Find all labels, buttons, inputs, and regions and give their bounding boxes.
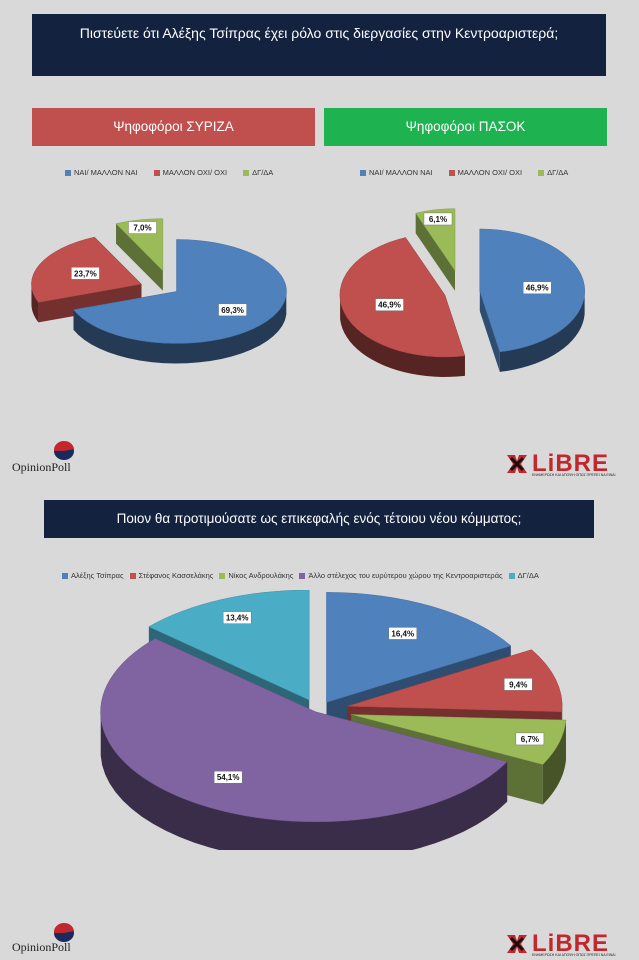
legend-label: Άλλο στέλεχος του ευρύτερου χώρου της Κε… — [308, 571, 503, 580]
legend-item: ΝΑΙ/ ΜΑΛΛΟΝ ΝΑΙ — [360, 168, 433, 177]
question-1-title: Πιστεύετε ότι Αλέξης Τσίπρας έχει ρόλο σ… — [32, 14, 606, 76]
pasok-voters-header: Ψηφοφόροι ΠΑΣΟΚ — [324, 108, 607, 146]
legend-item: Νίκος Ανδρουλάκης — [219, 571, 293, 580]
pie-data-label-4: 54,1% — [213, 770, 243, 784]
pasok-pie-chart: 46,9% 46,9% 6,1% — [339, 208, 585, 377]
legend-item: Άλλο στέλεχος του ευρύτερου χώρου της Κε… — [299, 571, 503, 580]
libre-logo: LiBRE ΕΝΗΜΕΡΩΣΗ ΚΑΙ ΑΠΟΨΗ ΟΠΩΣ ΠΡΕΠΕΙ ΝΑ… — [505, 450, 630, 478]
legend-label: ΔΓ/ΔΑ — [517, 571, 539, 580]
opinionpoll-logo-text: OpinionPoll — [12, 940, 71, 954]
opinionpoll-logo-text: OpinionPoll — [12, 460, 71, 474]
libre-tagline: ΕΝΗΜΕΡΩΣΗ ΚΑΙ ΑΠΟΨΗ ΟΠΩΣ ΠΡΕΠΕΙ ΝΑ ΕΙΝΑΙ — [532, 473, 616, 477]
legend-item: ΔΓ/ΔΑ — [538, 168, 568, 177]
legend-label: Αλέξης Τσίπρας — [71, 571, 124, 580]
libre-logo-text: LiBRE — [532, 450, 609, 477]
legend-item: ΔΓ/ΔΑ — [243, 168, 273, 177]
syriza-voters-header: Ψηφοφόροι ΣΥΡΙΖΑ — [32, 108, 315, 146]
pie-data-label-1: 16,4% — [388, 627, 417, 640]
legend-item: Αλέξης Τσίπρας — [62, 571, 124, 580]
pie-data-label-2: 46,9% — [375, 298, 404, 311]
legend-label: ΝΑΙ/ ΜΑΛΛΟΝ ΝΑΙ — [74, 168, 138, 177]
legend-item: ΜΑΛΛΟΝ ΟΧΙ/ ΟΧΙ — [448, 168, 523, 177]
pie-data-label-2: 23,7% — [71, 267, 100, 280]
legend-label: ΔΓ/ΔΑ — [252, 168, 274, 177]
svg-text:6,7%: 6,7% — [521, 735, 539, 744]
svg-text:9,4%: 9,4% — [509, 680, 527, 689]
legend-item: Στέφανος Κασσελάκης — [129, 571, 214, 580]
svg-text:6,1%: 6,1% — [429, 215, 447, 224]
svg-text:69,3%: 69,3% — [221, 306, 244, 315]
svg-text:7,0%: 7,0% — [133, 224, 151, 233]
svg-text:54,1%: 54,1% — [217, 773, 240, 782]
svg-text:16,4%: 16,4% — [391, 629, 414, 638]
opinionpoll-globe-icon — [53, 922, 74, 942]
pie-data-label-1: 69,3% — [218, 303, 247, 317]
libre-logo-text: LiBRE — [532, 930, 609, 957]
pie-data-label-1: 46,9% — [523, 281, 552, 294]
legend-label: Στέφανος Κασσελάκης — [138, 571, 214, 580]
leader-pie-chart: 16,4% 9,4% 6,7% 54,1% 13,4% — [100, 590, 567, 850]
legend-label: ΝΑΙ/ ΜΑΛΛΟΝ ΝΑΙ — [369, 168, 433, 177]
legend-item: ΜΑΛΛΟΝ ΟΧΙ/ ΟΧΙ — [153, 168, 228, 177]
svg-text:23,7%: 23,7% — [74, 269, 97, 278]
pie-data-label-5: 13,4% — [222, 611, 252, 624]
libre-logo: LiBRE ΕΝΗΜΕΡΩΣΗ ΚΑΙ ΑΠΟΨΗ ΟΠΩΣ ΠΡΕΠΕΙ ΝΑ… — [505, 930, 630, 958]
svg-text:13,4%: 13,4% — [226, 614, 249, 623]
libre-tagline: ΕΝΗΜΕΡΩΣΗ ΚΑΙ ΑΠΟΨΗ ΟΠΩΣ ΠΡΕΠΕΙ ΝΑ ΕΙΝΑΙ — [532, 953, 616, 957]
leader-legend: Αλέξης Τσίπρας Στέφανος Κασσελάκης Νίκος… — [62, 571, 539, 580]
question-2-title: Ποιον θα προτιμούσατε ως επικεφαλής ενός… — [44, 500, 594, 538]
syriza-pie-chart: 69,3% 23,7% 7,0% — [31, 218, 287, 364]
legend-item: ΔΓ/ΔΑ — [508, 571, 539, 580]
svg-text:46,9%: 46,9% — [378, 301, 401, 310]
pie-data-label-3: 7,0% — [128, 221, 157, 234]
pie-data-label-3: 6,7% — [515, 732, 545, 746]
pie-slice-1 — [73, 239, 287, 364]
legend-label: ΜΑΛΛΟΝ ΟΧΙ/ ΟΧΙ — [457, 168, 523, 177]
pie-data-label-3: 6,1% — [423, 212, 453, 226]
libre-logo-icon — [507, 935, 527, 953]
legend-item: ΝΑΙ/ ΜΑΛΛΟΝ ΝΑΙ — [65, 168, 138, 177]
pie-slice-4 — [100, 638, 508, 850]
pie-data-label-2: 9,4% — [504, 678, 533, 691]
pie-slice-1 — [479, 228, 585, 372]
libre-logo-icon — [507, 455, 527, 473]
legend-label: ΔΓ/ΔΑ — [547, 168, 569, 177]
pie-slice-2 — [339, 237, 466, 377]
legend-label: Νίκος Ανδρουλάκης — [228, 571, 294, 580]
svg-text:46,9%: 46,9% — [526, 284, 549, 293]
pasok-legend: ΝΑΙ/ ΜΑΛΛΟΝ ΝΑΙ ΜΑΛΛΟΝ ΟΧΙ/ ΟΧΙ ΔΓ/ΔΑ — [360, 168, 568, 177]
legend-label: ΜΑΛΛΟΝ ΟΧΙ/ ΟΧΙ — [162, 168, 228, 177]
syriza-legend: ΝΑΙ/ ΜΑΛΛΟΝ ΝΑΙ ΜΑΛΛΟΝ ΟΧΙ/ ΟΧΙ ΔΓ/ΔΑ — [65, 168, 273, 177]
opinionpoll-globe-icon — [53, 440, 74, 460]
